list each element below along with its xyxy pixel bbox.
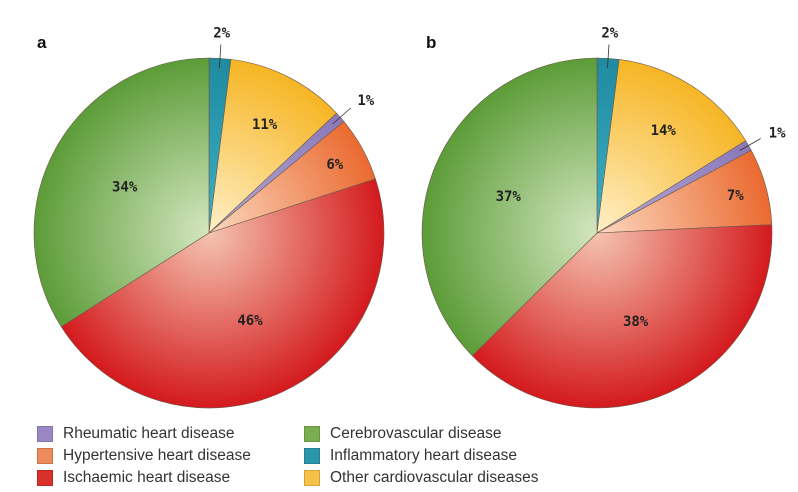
legend-label: Cerebrovascular disease [330,425,502,442]
leader-line [332,107,352,125]
slice-label: 14% [651,123,677,139]
panel-label-b: b [426,33,437,52]
legend-item-inflammatory: Inflammatory heart disease [304,447,517,465]
slice-label: 34% [112,180,138,196]
slice-label: 46% [237,313,263,329]
pie-slice-ischaemic-heart-disease [60,178,385,409]
leader-line [739,138,761,151]
slice-label: 1% [769,126,786,142]
slice-label: 1% [357,93,374,109]
legend-swatch [37,448,53,464]
legend-item-hypertensive: Hypertensive heart disease [37,447,251,465]
slice-label: 37% [496,189,522,205]
legend-item-ischaemic: Ischaemic heart disease [37,469,230,487]
legend-label: Rheumatic heart disease [63,425,235,442]
legend-swatch [37,426,53,442]
slice-label: 2% [601,25,618,41]
legend-swatch [304,470,320,486]
legend-label: Hypertensive heart disease [63,447,251,464]
pie-slice-other-cardiovascular-diseases [596,59,747,234]
legend-item-cerebrovascular: Cerebrovascular disease [304,425,501,443]
legend-swatch [304,448,320,464]
leader-line [607,44,610,69]
legend-swatch [304,426,320,442]
legend-label: Other cardiovascular diseases [330,469,539,486]
slice-label: 6% [326,157,343,173]
slice-label: 7% [727,188,744,204]
pie-slice-other-cardiovascular-diseases [208,59,337,234]
slice-label: 2% [213,25,230,41]
slice-label: 38% [623,314,649,330]
leader-line [218,44,222,69]
pie-slice-ischaemic-heart-disease [471,224,773,409]
slice-label: 11% [252,117,278,133]
legend-item-other: Other cardiovascular diseases [304,469,539,487]
pie-slice-cerebrovascular-disease [33,57,210,328]
legend-item-rheumatic: Rheumatic heart disease [37,425,234,443]
pie-slice-cerebrovascular-disease [421,57,598,357]
legend-label: Inflammatory heart disease [330,447,517,464]
legend-label: Ischaemic heart disease [63,469,231,486]
panel-label-a: a [37,33,47,52]
legend-swatch [37,470,53,486]
